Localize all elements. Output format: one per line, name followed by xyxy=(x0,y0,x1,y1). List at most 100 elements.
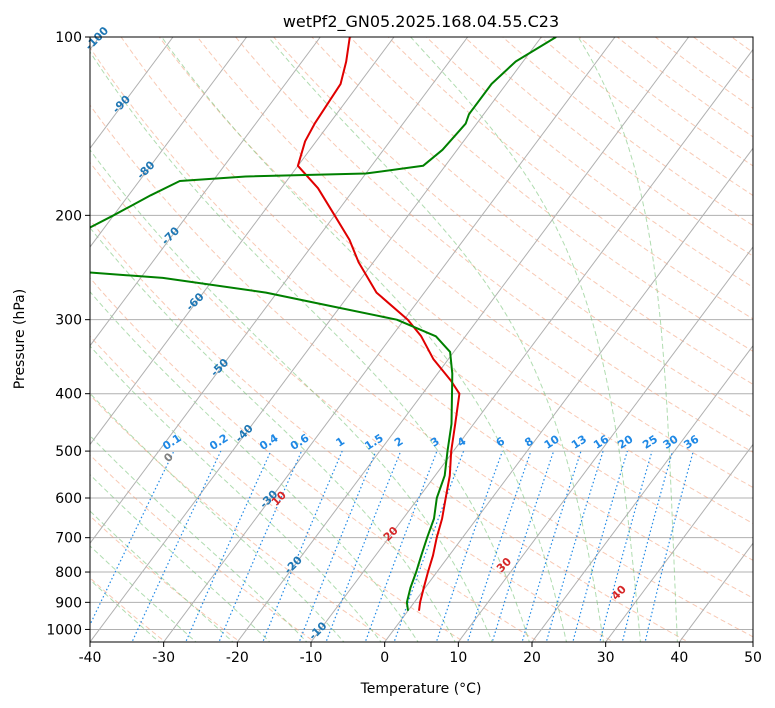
dry-adiabat xyxy=(654,37,753,109)
mixing-ratio-line xyxy=(262,450,343,642)
dry-adiabat xyxy=(90,161,690,642)
isotherm-label: -70 xyxy=(159,224,182,247)
moist-adiabat xyxy=(90,291,419,642)
mixing-ratio-line xyxy=(364,450,438,642)
y-tick-label: 600 xyxy=(55,491,82,507)
moist-adiabat xyxy=(161,37,568,642)
chart-title: wetPf2_GN05.2025.168.04.55.C23 xyxy=(283,12,559,32)
x-tick-label: 10 xyxy=(449,650,467,666)
isotherm-line xyxy=(310,48,753,642)
mixing-ratio-line xyxy=(298,450,377,642)
dry-adiabat xyxy=(463,37,753,257)
y-tick-label: 100 xyxy=(55,30,82,46)
isotherm-line xyxy=(90,37,248,248)
isotherm-line xyxy=(90,37,174,150)
dry-adiabat xyxy=(90,277,540,642)
dry-adiabat xyxy=(311,37,753,385)
mixing-ratio-line xyxy=(521,450,582,642)
mixing-ratio-line xyxy=(491,450,555,642)
x-tick-label: 0 xyxy=(380,650,389,666)
isotherm-line xyxy=(163,37,616,642)
dry-adiabat xyxy=(90,46,753,599)
mixing-ratio-line xyxy=(325,450,402,642)
mixing-ratio-line xyxy=(185,450,272,642)
mixing-ratio-line xyxy=(218,450,303,642)
dry-adiabat-label: 0 xyxy=(161,450,176,465)
mixing-ratio-label: 0.1 xyxy=(160,431,183,453)
isotherm-line xyxy=(605,443,753,642)
dry-adiabat xyxy=(234,37,753,453)
moist-adiabat xyxy=(90,545,197,642)
moist-adiabat xyxy=(90,345,382,642)
dry-adiabat xyxy=(90,515,241,642)
mixing-ratio-label: 25 xyxy=(640,433,660,452)
dry-adiabat xyxy=(730,37,753,54)
mixing-ratio-line xyxy=(131,450,222,642)
mixing-ratio-line xyxy=(435,450,503,642)
moist-adiabat xyxy=(90,50,530,642)
moist-adiabat xyxy=(90,473,271,642)
dry-adiabat xyxy=(158,37,753,525)
isotherm-label: -20 xyxy=(282,553,305,576)
mixing-ratio-label: 3 xyxy=(428,435,442,450)
plot-frame xyxy=(89,36,754,643)
isotherm-line xyxy=(457,246,753,642)
dry-adiabat xyxy=(90,219,615,642)
x-tick-label: -30 xyxy=(152,650,175,666)
mixing-ratio-label: 4 xyxy=(455,434,469,449)
x-tick-label: 20 xyxy=(523,650,541,666)
inner-labels: 0.1 0.2 0.4 0.6 1 1.5 2 3 4 6 8 10 13 16 20 25 30 36-100-… xyxy=(83,24,702,643)
isotherm-line xyxy=(678,542,753,642)
isotherm-line xyxy=(90,37,321,347)
isotherm-line xyxy=(90,37,469,545)
isotherm-line xyxy=(384,147,753,642)
x-tick-label: -20 xyxy=(226,650,249,666)
y-tick-label: 800 xyxy=(55,565,82,581)
mixing-ratio-label: 16 xyxy=(591,432,611,451)
x-tick-label: 40 xyxy=(670,650,688,666)
isotherm-label: -50 xyxy=(208,356,231,379)
dry-adiabat xyxy=(90,394,391,642)
x-axis-label: Temperature (°C) xyxy=(360,681,482,697)
isotherm-line xyxy=(752,641,753,642)
y-tick-label: 500 xyxy=(55,444,82,460)
moist-adiabat xyxy=(409,37,642,642)
y-axis-label: Pressure (hPa) xyxy=(12,289,28,389)
x-tick-label: 30 xyxy=(597,650,615,666)
y-tick-label: 400 xyxy=(55,387,82,403)
dry-adiabat xyxy=(349,37,753,352)
mixing-ratio-line xyxy=(393,450,465,642)
dry-adiabat xyxy=(196,37,753,489)
dry-adiabat xyxy=(90,454,316,642)
axes: -40 -30 -20 -10 0 10 20 30 40 5010009008007006005… xyxy=(46,30,762,666)
mixing-ratio-label: 0.6 xyxy=(288,431,312,453)
isotherm-line xyxy=(90,37,395,446)
profile-curves xyxy=(90,37,557,611)
isotherm-label: -100 xyxy=(83,24,112,53)
dry-adiabat xyxy=(90,335,466,642)
y-tick-label: 900 xyxy=(55,595,82,611)
moist-adiabat xyxy=(90,510,234,642)
dry-adiabat xyxy=(90,104,753,638)
dry-adiabat xyxy=(387,37,753,320)
isotherm-line xyxy=(236,37,690,642)
dewpoint-line xyxy=(90,37,557,611)
x-tick-label: -10 xyxy=(300,650,323,666)
mixing-ratio-label: 36 xyxy=(681,432,701,451)
mixing-ratio-label: 13 xyxy=(569,433,589,452)
moist-adiabat xyxy=(577,37,678,642)
moist-adiabat xyxy=(267,37,605,642)
mixing-ratio-line xyxy=(621,450,674,642)
isotherm-label: -80 xyxy=(134,158,157,181)
isotherm-line xyxy=(531,344,753,642)
moist-adiabat xyxy=(90,434,308,642)
dry-adiabat-label: 40 xyxy=(609,583,629,603)
mixing-ratio-line xyxy=(599,450,653,642)
y-tick-label: 700 xyxy=(55,531,82,547)
x-tick-label: 50 xyxy=(744,650,762,666)
background-lines xyxy=(90,37,753,642)
isotherm-label: -60 xyxy=(183,290,206,313)
moist-adiabat xyxy=(90,392,345,642)
y-tick-label: 300 xyxy=(55,313,82,329)
